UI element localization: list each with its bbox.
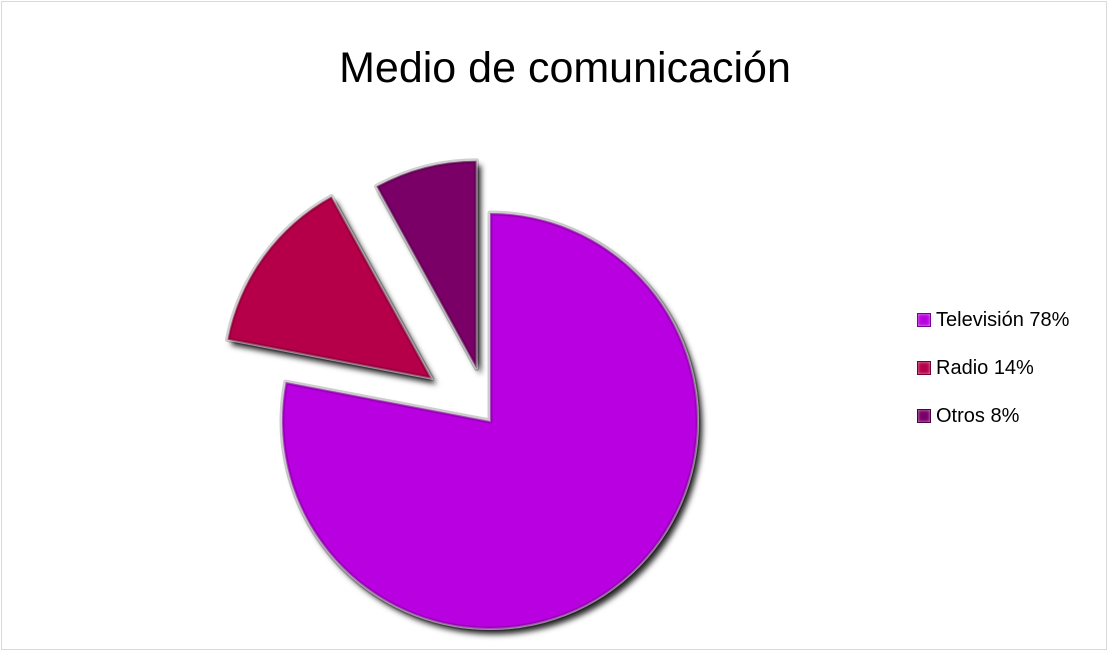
legend: Televisión 78% Radio 14% Otros 8% [917, 308, 1069, 452]
pie-slice-otros [375, 159, 478, 370]
legend-swatch-television [917, 313, 931, 327]
legend-label-otros: Otros 8% [936, 404, 1020, 427]
pie-slice-otros-bevel [373, 158, 480, 372]
pie-slice-radio [226, 195, 434, 381]
legend-label-television: Televisión 78% [936, 308, 1070, 331]
legend-label-radio: Radio 14% [936, 356, 1034, 379]
legend-item-otros: Otros 8% [917, 404, 1069, 428]
legend-item-radio: Radio 14% [917, 356, 1069, 380]
chart-title: Medio de comunicación [339, 44, 791, 92]
legend-swatch-radio [917, 361, 931, 375]
pie-slice-television [281, 211, 699, 630]
pie-slice-television-bevel [279, 210, 701, 632]
pie-slice-radio-bevel [224, 193, 435, 382]
legend-swatch-otros [917, 409, 931, 423]
legend-item-television: Televisión 78% [917, 308, 1069, 332]
